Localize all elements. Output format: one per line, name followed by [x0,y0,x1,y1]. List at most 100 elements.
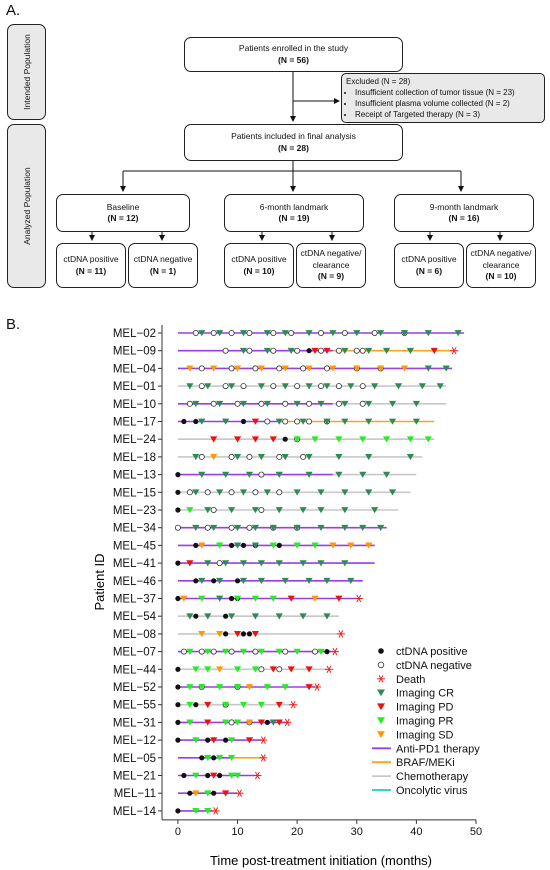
ctdna-negative-point [210,648,217,655]
excluded-reason-plasma: Insufficient plasma volume collected (N … [355,98,540,109]
ctdna-negative-point [317,347,324,354]
ctdna-negative-point [276,666,283,673]
imaging-cr-point [365,454,373,461]
imaging-cr-point [216,330,224,337]
imaging-cr-point [293,524,301,531]
patient-id-label: MEL−54 [113,611,157,623]
nine-month-negative-title-2: clearance [482,259,520,270]
ctdna-negative-point [210,400,217,407]
imaging-cr-point [353,330,361,337]
imaging-pr-point [263,684,271,691]
patient-id-label: MEL−14 [113,806,157,818]
legend-label: Chemotherapy [396,771,469,783]
ctdna-positive-point [187,790,193,796]
imaging-pd-point [275,719,283,726]
imaging-cr-point [281,577,289,585]
imaging-cr-point [216,400,224,408]
imaging-cr-point [341,560,349,567]
intended-population-sidebar: Intended Population [7,24,46,120]
nine-month-positive-title: ctDNA positive [401,254,457,265]
six-month-count: (N = 19) [278,213,310,223]
legend-death-marker-stroke [378,675,384,683]
ctdna-negative-point [222,383,229,390]
ctdna-negative-point [246,347,253,354]
imaging-pd-point [222,790,230,797]
imaging-cr-point [239,400,248,408]
imaging-sd-point [281,365,289,372]
imaging-sd-point [210,365,218,372]
imaging-cr-point [323,577,331,585]
panel-b-label: B. [6,316,21,333]
imaging-pd-point [275,701,283,708]
imaging-cr-point [239,577,248,585]
legend-label: Anti-PD1 therapy [396,743,480,755]
included-box: Patients included in final analysis (N =… [184,124,403,161]
patient-row: MEL−41 [113,558,375,570]
patient-row: MEL−37 [113,594,363,606]
analyzed-population-label: Analyzed Population [21,167,32,245]
imaging-pr-point [233,666,242,673]
imaging-pd-point [186,560,194,567]
ctdna-negative-point [335,383,342,390]
imaging-cr-point [263,347,271,354]
imaging-pr-point [311,542,319,549]
death-marker [283,718,292,727]
death-marker-stroke [213,807,219,815]
baseline-negative-count: (N = 1) [149,265,177,276]
imaging-cr-point [192,454,200,461]
ctdna-positive-point [199,755,205,761]
enrolled-count: (N = 56) [278,54,309,65]
imaging-cr-point [454,330,462,337]
imaging-cr-point [388,489,397,496]
ctdna-negative-point [264,418,271,425]
imaging-cr-point [335,454,343,461]
patient-id-label: MEL−52 [113,682,156,694]
ctdna-negative-point [228,489,235,496]
imaging-pr-point [293,436,301,443]
patient-row: MEL−07 [113,647,339,659]
nine-month-title: 9-month landmark [429,201,499,212]
imaging-pd-point [311,347,319,354]
ctdna-positive-point [264,719,270,725]
ctdna-negative-point [186,400,193,407]
imaging-cr-point [204,613,212,620]
ctdna-positive-point [217,772,223,779]
ctdna-negative-point [252,648,259,655]
imaging-cr-point [418,383,426,390]
imaging-cr-point [305,454,313,461]
death-marker-stroke [314,683,320,691]
patient-row: MEL−14 [113,806,220,818]
patient-id-label: MEL−46 [113,576,156,588]
death-marker [289,700,298,709]
ctdna-positive-point [228,595,235,602]
imaging-pr-point [186,719,194,726]
imaging-cr-point [335,471,343,478]
imaging-pr-point [204,648,212,655]
imaging-sd-point [257,365,265,372]
ctdna-negative-point [306,400,313,407]
imaging-pd-point [287,595,295,602]
six-month-title: 6-month landmark [259,201,329,212]
six-month-positive-box: ctDNA positive (N = 10) [224,243,294,288]
imaging-pr-point [233,772,242,779]
imaging-cr-point [317,507,325,514]
death-marker [211,807,220,815]
imaging-cr-point [394,383,403,390]
ctdna-negative-point [288,329,295,336]
imaging-sd-point [377,365,385,372]
imaging-cr-point [305,383,313,390]
imaging-pd-point [269,436,277,443]
imaging-cr-point [186,613,194,620]
imaging-cr-point [305,577,313,585]
patient-row: MEL−21 [113,771,262,783]
ctdna-negative-point [228,648,235,655]
baseline-negative-title: ctDNA negative [133,254,193,265]
imaging-pr-point [251,595,260,602]
imaging-cr-point [192,489,200,496]
death-marker-stroke [338,630,344,638]
ctdna-negative-point [258,506,265,513]
ctdna-negative-point [246,329,253,336]
panel-a-label: A. [6,2,21,19]
patient-row: MEL−05 [113,753,268,765]
imaging-pd-point [251,436,260,443]
